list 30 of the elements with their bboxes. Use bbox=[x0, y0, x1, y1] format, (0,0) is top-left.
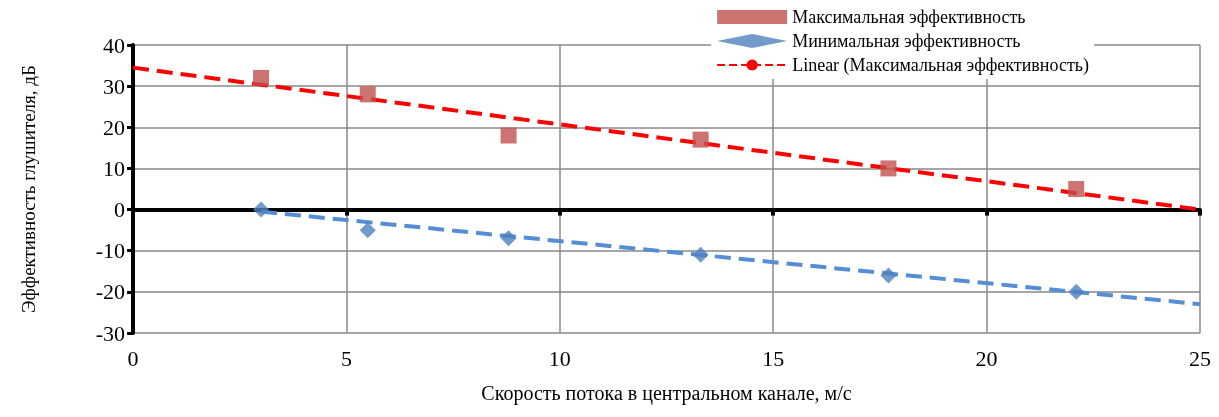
point bbox=[1068, 181, 1085, 197]
x-tick-label: 5 bbox=[340, 345, 352, 371]
y-axis-title: Эффективность глушителя, дБ bbox=[18, 65, 39, 313]
y-tick-label: 10 bbox=[103, 155, 125, 181]
legend-label: Linear (Максимальная эффективность) bbox=[792, 55, 1090, 76]
x-tick-label: 20 bbox=[975, 345, 998, 371]
legend-label: Максимальная эффективность bbox=[792, 7, 1026, 27]
x-axis-title: Скорость потока в центральном канале, м/с bbox=[481, 382, 852, 405]
point bbox=[253, 69, 270, 86]
y-tick-label: -20 bbox=[95, 279, 125, 305]
point bbox=[359, 222, 376, 239]
point bbox=[880, 160, 897, 177]
legend-label: Минимальная эффективность bbox=[792, 31, 1021, 51]
point bbox=[880, 267, 897, 284]
point bbox=[359, 86, 376, 103]
y-tick-label: 0 bbox=[114, 197, 125, 223]
point bbox=[692, 131, 709, 148]
y-tick-label: 30 bbox=[103, 73, 125, 99]
point bbox=[692, 246, 709, 263]
x-tick-label: 10 bbox=[548, 345, 571, 371]
y-tick-label: -30 bbox=[95, 320, 125, 346]
point bbox=[1068, 283, 1085, 300]
y-tick-label: -10 bbox=[95, 238, 125, 264]
x-tick-label: 25 bbox=[1189, 345, 1211, 371]
x-tick-label: 15 bbox=[762, 345, 785, 371]
point bbox=[253, 201, 270, 218]
y-tick-label: 20 bbox=[103, 114, 125, 140]
point bbox=[500, 230, 517, 247]
y-tick-label: 40 bbox=[103, 32, 125, 58]
point bbox=[500, 127, 517, 144]
